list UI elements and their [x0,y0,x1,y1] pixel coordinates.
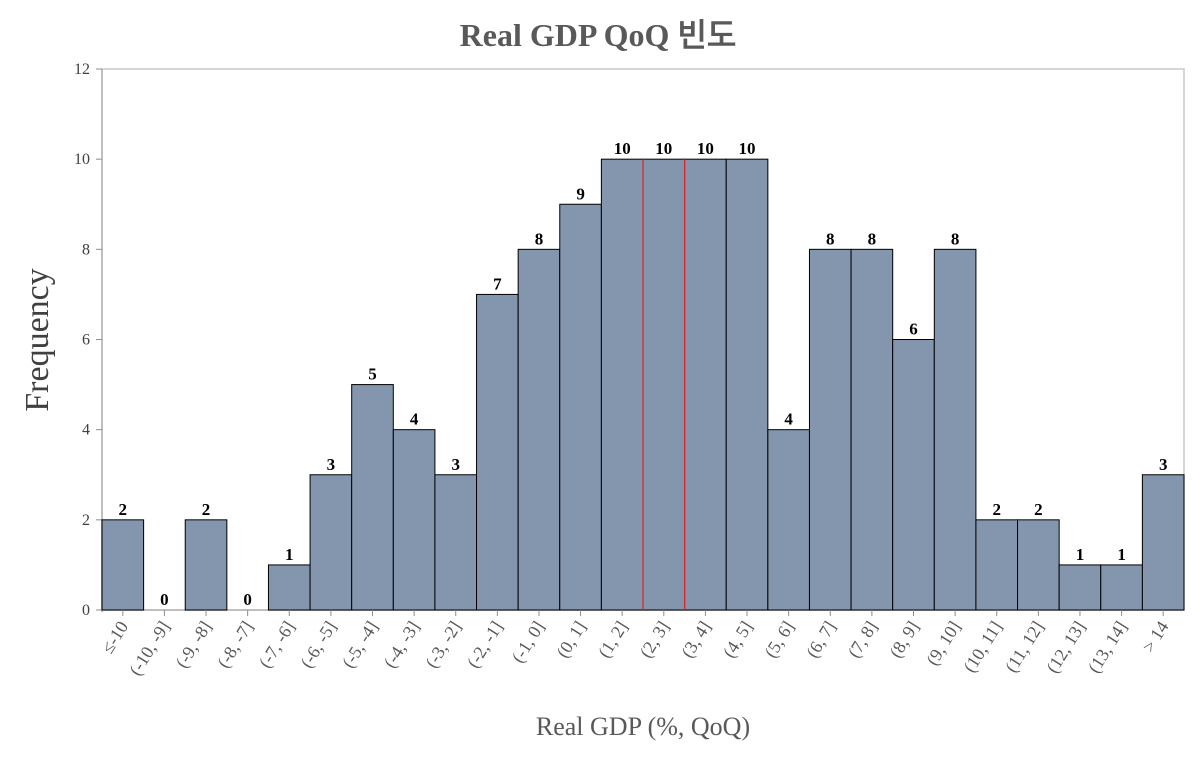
bar [933,248,977,611]
bar [351,384,394,611]
x-tick-label: (-10, -9] [125,618,175,680]
data-label: 10 [739,139,756,158]
data-label: 2 [119,500,128,519]
bar [892,339,935,611]
data-label: 8 [826,229,835,248]
x-tick-label: (0, 1] [552,618,590,662]
bar [184,519,228,611]
x-tick-label: (1, 2] [594,618,632,662]
x-tick-label: (3, 4] [677,618,715,662]
x-tick-label: (11, 12] [1001,618,1049,677]
x-tick-label: (-5, -4] [338,618,383,672]
x-tick-label: (2, 3] [636,618,674,662]
x-tick-label: (7, 8] [844,618,882,662]
bar [559,203,602,611]
y-tick-label: 8 [82,241,90,258]
data-label: 10 [697,139,714,158]
bar [642,158,686,611]
data-label: 8 [868,229,877,248]
x-tick-label: (13, 14] [1084,618,1132,677]
data-label: 6 [909,320,918,339]
data-label: 2 [992,500,1001,519]
x-tick-label: (-7, -6] [255,618,300,672]
data-label: 5 [368,365,377,384]
x-tick-label: (10, 11] [959,618,1007,677]
bar [684,158,727,611]
x-tick-label: (-3, -2] [421,618,466,672]
data-label: 3 [327,455,336,474]
data-label: 3 [1159,455,1168,474]
data-label: 1 [1117,545,1126,564]
data-label: 9 [576,184,585,203]
x-tick-label: (4, 5] [719,618,757,662]
bar [975,519,1019,611]
data-label: 7 [493,274,502,293]
x-tick-label: (9, 10] [922,618,965,670]
x-tick-label: (8, 9] [885,618,923,662]
chart-title: Real GDP QoQ 빈도 [459,17,737,53]
bar [1058,564,1102,611]
data-label: 1 [1076,545,1085,564]
bar [850,248,894,611]
bar [101,519,145,611]
y-tick-label: 0 [82,602,90,619]
y-tick-label: 6 [82,332,90,349]
x-tick-label: (-4, -3] [380,618,425,672]
bar [725,158,769,611]
data-label: 8 [951,229,960,248]
x-tick-label: (-6, -5] [296,618,341,672]
bar [476,293,519,611]
bar [517,248,561,611]
x-tick-label: ≤-10 [97,618,132,657]
x-tick-label: (5, 6] [760,618,798,662]
data-label: 2 [202,500,211,519]
data-label: 10 [655,139,672,158]
bar [392,429,436,611]
x-tick-label: > 14 [1138,618,1172,656]
y-tick-label: 10 [74,151,90,168]
x-tick-label: (12, 13] [1042,618,1090,677]
x-tick-label: (-8, -7] [213,618,258,672]
bar [309,474,353,611]
x-tick-label: (-9, -8] [171,618,216,672]
bar [767,429,810,611]
data-label: 0 [243,590,252,609]
data-label: 2 [1034,500,1043,519]
bar [1141,474,1185,611]
data-label: 4 [784,410,793,429]
bar [1017,519,1060,611]
bar [267,564,311,611]
x-tick-label: (-1, 0] [508,618,550,667]
y-tick-label: 4 [82,422,90,439]
bar [808,248,852,611]
x-tick-label: (-2, -1] [463,618,508,672]
bar [434,474,478,611]
data-label: 0 [160,590,169,609]
data-label: 10 [614,139,631,158]
bar [1100,564,1143,611]
x-axis-label: Real GDP (%, QoQ) [535,712,751,741]
bar [600,158,644,611]
y-tick-label: 12 [74,61,90,78]
data-label: 3 [451,455,460,474]
x-tick-label: (6, 7] [802,618,840,662]
data-label: 8 [535,229,544,248]
y-tick-label: 2 [82,512,90,529]
data-label: 4 [410,410,419,429]
data-label: 1 [285,545,294,564]
